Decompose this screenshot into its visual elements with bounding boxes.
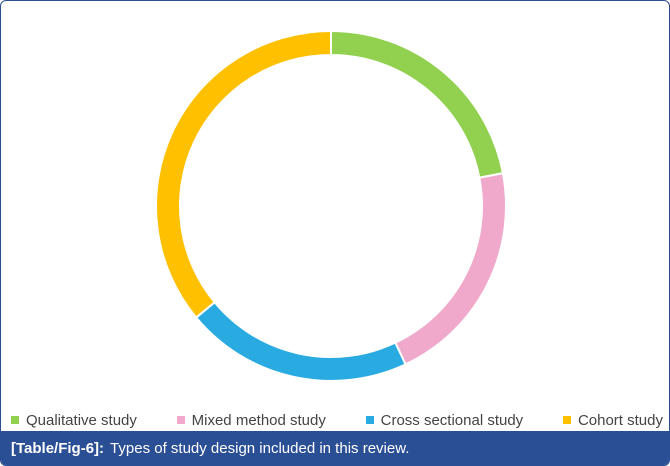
figure-caption: [Table/Fig-6]: Types of study design inc… bbox=[1, 431, 669, 465]
donut-chart bbox=[155, 29, 507, 382]
legend-label-qualitative: Qualitative study bbox=[26, 411, 137, 429]
legend-swatch-qualitative bbox=[11, 416, 19, 424]
legend-item-qualitative: Qualitative study bbox=[11, 412, 137, 429]
slice-cohort bbox=[155, 29, 332, 319]
caption-label: [Table/Fig-6]: bbox=[11, 439, 105, 457]
legend-swatch-mixed-method bbox=[176, 416, 185, 424]
legend-item-cohort: Cohort study bbox=[562, 411, 663, 429]
legend-item-cross-sectional: Cross sectional study bbox=[365, 411, 524, 429]
legend-label-mixed-method: Mixed method study bbox=[191, 411, 326, 429]
chart-legend: Qualitative study Mixed method study Cro… bbox=[1, 409, 669, 431]
legend-label-cross-sectional: Cross sectional study bbox=[380, 411, 524, 429]
donut-slices bbox=[155, 29, 507, 382]
slice-mixed-method bbox=[393, 172, 507, 366]
legend-item-mixed-method: Mixed method study bbox=[176, 411, 326, 429]
caption-text: Types of study design included in this r… bbox=[110, 439, 410, 457]
legend-label-cohort: Cohort study bbox=[577, 411, 663, 429]
legend-swatch-cohort bbox=[562, 416, 571, 424]
slice-cross-sectional bbox=[194, 300, 407, 382]
legend-swatch-cross-sectional bbox=[365, 416, 374, 424]
slice-qualitative bbox=[330, 29, 505, 179]
